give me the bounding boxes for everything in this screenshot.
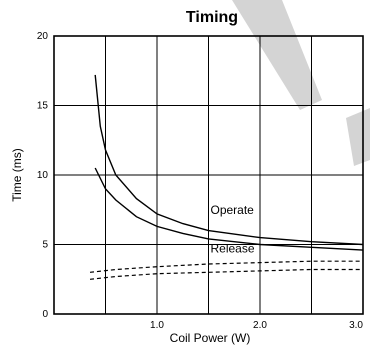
annotation-label: Operate [211, 203, 255, 217]
x-axis-ticks: 1.0 2.0 3.0 [150, 320, 363, 331]
grid [54, 36, 363, 314]
annotations: Operate Release [211, 203, 255, 256]
series-line-dashed [89, 268, 363, 280]
annotation-label: Release [211, 242, 255, 256]
x-tick-label: 2.0 [253, 320, 267, 331]
series-line-operate [94, 74, 364, 246]
y-axis-ticks: 0 5 10 15 20 [37, 31, 49, 320]
y-tick-label: 20 [37, 31, 49, 42]
series-line-release [94, 167, 364, 251]
y-tick-label: 15 [37, 101, 49, 112]
x-tick-label: 1.0 [150, 320, 164, 331]
x-axis-label: Coil Power (W) [170, 331, 251, 345]
series-line-dashed [89, 260, 363, 273]
y-tick-label: 5 [42, 240, 48, 251]
x-tick-label: 3.0 [349, 320, 363, 331]
watermark-shape [346, 108, 370, 166]
plot-area [89, 74, 364, 280]
y-tick-label: 10 [37, 170, 49, 181]
y-tick-label: 0 [42, 309, 48, 320]
watermark-shape [232, 0, 322, 110]
chart-title: Timing [186, 9, 238, 26]
y-axis-label: Time (ms) [10, 148, 24, 202]
plot-frame [53, 35, 364, 315]
